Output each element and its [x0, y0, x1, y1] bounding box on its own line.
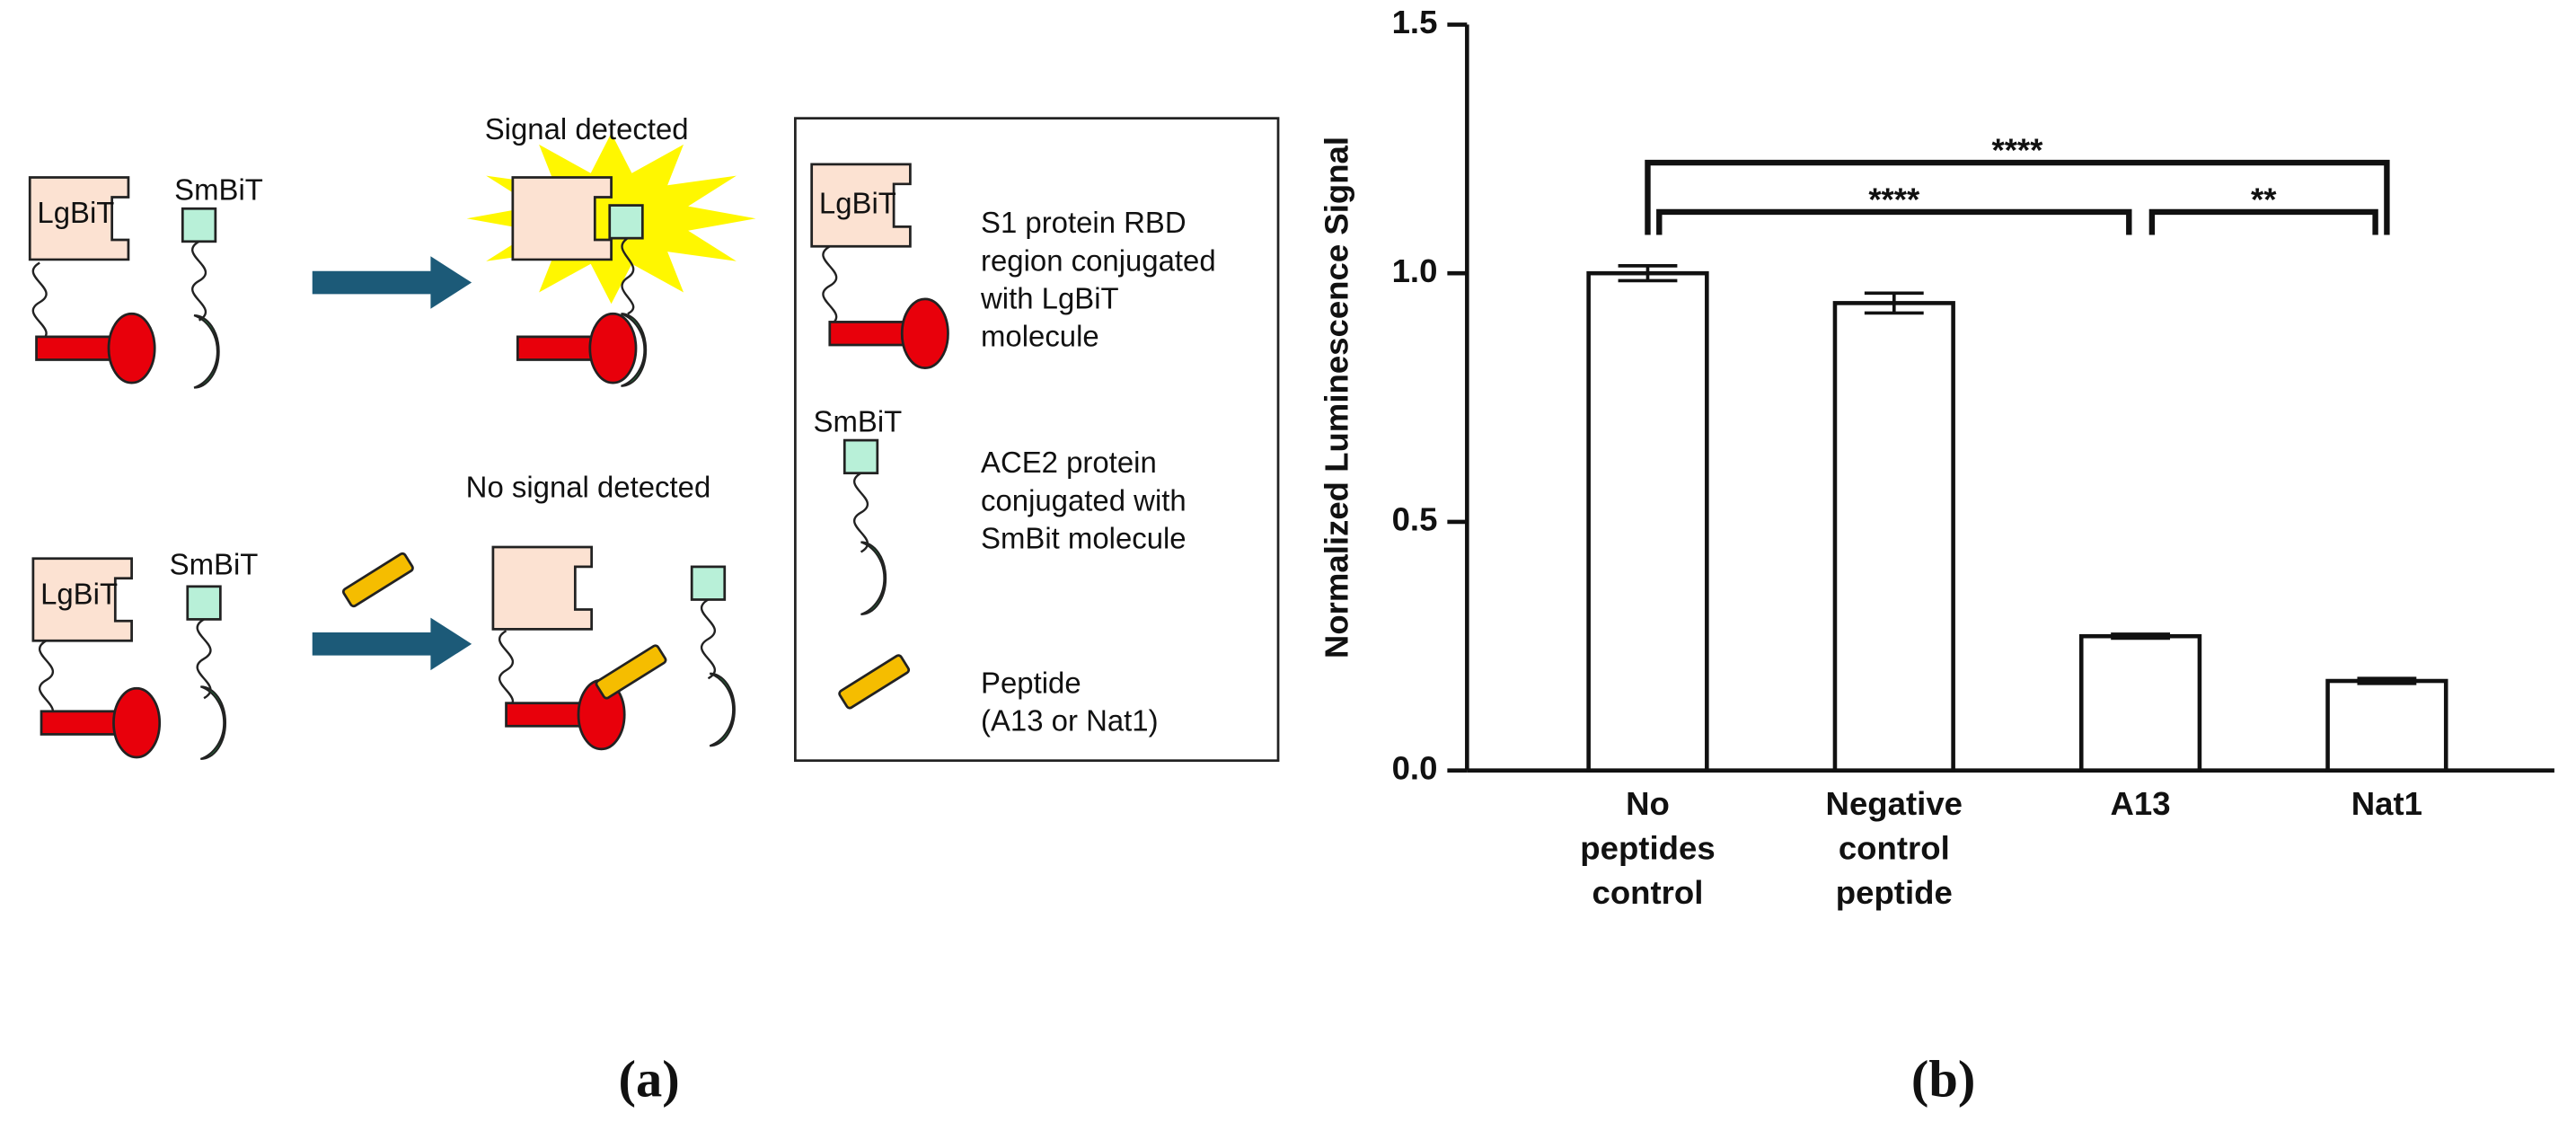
linker: [31, 261, 48, 343]
x-tick-label-box: Negative control peptide: [1730, 783, 2059, 916]
smbit-label: SmBiT: [174, 173, 263, 207]
linker: [621, 237, 635, 315]
arrow: [312, 256, 472, 309]
x-tick-label-wrap: Nat1: [2223, 783, 2552, 827]
lgbit-box: [491, 545, 594, 631]
significance-label: ****: [1868, 181, 1920, 218]
linker: [700, 598, 717, 680]
significance-bracket: [1645, 159, 2390, 235]
legend-line: SmBit molecule: [981, 521, 1187, 554]
legend-line: conjugated with: [981, 483, 1187, 517]
bar: [2325, 678, 2448, 773]
legend-line: S1 protein RBD: [981, 206, 1187, 239]
x-tick-label: Nat1: [2351, 786, 2423, 824]
legend-line: molecule: [981, 319, 1099, 352]
panel-label: (b): [1911, 1049, 1976, 1108]
state-label: No signal detected: [466, 471, 711, 504]
x-tick-label-box: A13: [1976, 783, 2305, 827]
linker: [38, 640, 55, 721]
state-label: Signal detected: [485, 112, 689, 146]
bar: [1832, 301, 1955, 773]
x-tick-label-wrap: No peptides control: [1484, 783, 1813, 916]
panel-label: (a): [619, 1049, 680, 1108]
peptide: [594, 642, 668, 701]
smbit-box: [842, 438, 879, 475]
significance-label: ****: [1991, 132, 2043, 169]
linker: [498, 630, 515, 711]
lgbit-label: LgBiT: [819, 186, 896, 219]
ace2: [192, 314, 220, 389]
y-tick-label: 0.0: [1392, 749, 1438, 786]
x-tick-label-box: Nat1: [2223, 783, 2552, 827]
significance-bracket: [1656, 208, 2132, 235]
legend-line: ACE2 protein: [981, 446, 1157, 479]
bar: [1586, 270, 1709, 773]
lgbit-label: LgBiT: [37, 196, 114, 229]
legend-line: with LgBiT: [980, 281, 1119, 314]
peptide: [340, 551, 416, 609]
smbit-box: [690, 565, 727, 601]
y-axis-label: Normalized Luminescence Signal: [1318, 137, 1354, 658]
legend-text: S1 protein RBD region conjugated with LgBi…: [980, 206, 1216, 737]
significance-bracket: [2148, 208, 2378, 235]
y-tick-label: 0.5: [1392, 501, 1438, 538]
x-tick-label-wrap: A13: [1976, 783, 2305, 827]
ace2: [709, 672, 736, 747]
lgbit-label: LgBiT: [40, 578, 118, 611]
x-tick-label: Negative control peptide: [1825, 786, 1963, 912]
x-tick-label-box: No peptides control: [1484, 783, 1813, 916]
smbit-box: [186, 585, 222, 621]
arrow: [312, 617, 472, 671]
legend-line: region conjugated: [981, 243, 1216, 277]
y-tick-label: 1.5: [1392, 4, 1438, 40]
legend-line: Peptide: [981, 666, 1081, 699]
x-tick-label-wrap: Negative control peptide: [1730, 783, 2059, 916]
x-tick-label: A13: [2110, 786, 2171, 824]
significance-label: **: [2251, 181, 2277, 218]
y-tick-label: 1.0: [1392, 252, 1438, 289]
smbit-box: [181, 207, 217, 243]
rbd: [516, 312, 638, 384]
rbd: [40, 686, 162, 759]
x-tick-label: No peptides control: [1580, 786, 1716, 912]
smbit-label: SmBiT: [170, 548, 259, 581]
smbit-box: [608, 204, 644, 240]
linker: [190, 240, 207, 322]
bar: [2078, 633, 2202, 773]
rbd: [35, 312, 156, 384]
smbit-label: SmBiT: [814, 404, 903, 437]
legend-line: (A13 or Nat1): [981, 703, 1159, 737]
